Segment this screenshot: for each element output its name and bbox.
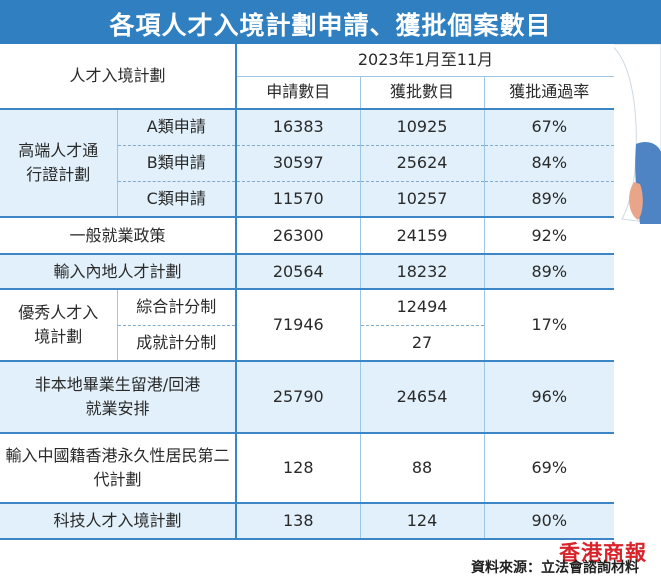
table-row: 輸入中國籍香港永久性居民第二代計劃 128 88 69%: [0, 432, 615, 503]
table-row: B類申請 30597 25624 84%: [0, 144, 615, 181]
cell-approved: 27: [359, 324, 485, 361]
cell-rate: 67%: [483, 108, 615, 145]
cell-applied: 128: [235, 432, 361, 503]
source-note: 資料來源：立法會諮詢材料: [471, 560, 639, 576]
table-row: 非本地畢業生留港/回港就業安排 25790 24654 96%: [0, 360, 615, 433]
cell-applied: 30597: [235, 144, 361, 181]
col-header-applied: 申請數目: [235, 75, 361, 109]
row-label-second-gen: 輸入中國籍香港永久性居民第二代計劃: [0, 432, 237, 503]
cell-rate: 89%: [483, 180, 615, 217]
row-label-techtas: 科技人才入境計劃: [0, 502, 237, 540]
cell-rate: 96%: [483, 360, 615, 433]
cell-approved: 24654: [359, 360, 485, 433]
cell-approved: 124: [359, 502, 485, 540]
table-row: 科技人才入境計劃 138 124 90%: [0, 502, 615, 540]
period-header: 2023年1月至11月: [235, 44, 615, 76]
sub-label: B類申請: [116, 144, 237, 181]
row-label-gep: 一般就業政策: [0, 216, 237, 254]
newspaper-logo: 香港商報: [559, 540, 647, 565]
cell-approved: 25624: [359, 144, 485, 181]
cell-applied: 16383: [235, 108, 361, 145]
sub-label: 成就計分制: [116, 324, 237, 361]
row-label-qmas: 優秀人才入境計劃: [0, 288, 117, 361]
table-row: 成就計分制 27: [0, 324, 614, 361]
cell-rate: 84%: [483, 144, 615, 181]
cell-rate: 17%: [483, 288, 615, 361]
sub-label: A類申請: [116, 108, 237, 145]
table-row: 一般就業政策 26300 24159 92%: [0, 216, 615, 254]
cell-applied: 71946: [235, 288, 361, 361]
row-label-asmtp: 輸入內地人才計劃: [0, 253, 237, 289]
corner-header: 人才入境計劃: [0, 44, 237, 109]
cell-approved: 88: [359, 432, 485, 503]
cell-rate: 92%: [483, 216, 615, 254]
talent-admission-table: 人才入境計劃 2023年1月至11月 申請數目 獲批數目 獲批通過率 高端人才通…: [0, 44, 615, 540]
cell-approved: 10257: [359, 180, 485, 217]
cell-approved: 10925: [359, 108, 485, 145]
sub-label: 綜合計分制: [116, 288, 237, 325]
cell-rate: 69%: [483, 432, 615, 503]
table-row: C類申請 11570 10257 89%: [0, 180, 615, 217]
title-bar: [0, 0, 661, 44]
col-header-rate: 獲批通過率: [483, 75, 615, 109]
row-label-irnd: 非本地畢業生留港/回港就業安排: [0, 360, 237, 433]
person-illustration: [609, 44, 661, 224]
table-row: 輸入內地人才計劃 20564 18232 89%: [0, 253, 615, 289]
cell-applied: 20564: [235, 253, 361, 289]
sub-label: C類申請: [116, 180, 237, 217]
cell-approved: 24159: [359, 216, 485, 254]
cell-rate: 90%: [483, 502, 615, 540]
row-label-ttps: 高端人才通行證計劃: [0, 108, 117, 217]
cell-applied: 26300: [235, 216, 361, 254]
cell-approved: 18232: [359, 253, 485, 289]
cell-rate: 89%: [483, 253, 615, 289]
cell-approved: 12494: [359, 288, 485, 325]
page-title: 各項人才入境計劃申請、獲批個案數目: [109, 11, 552, 40]
table-row: 高端人才通行證計劃 A類申請 16383 10925 67%: [0, 108, 615, 217]
table-row: 優秀人才入境計劃 綜合計分制 71946 12494 17%: [0, 288, 615, 361]
col-header-approved: 獲批數目: [359, 75, 485, 109]
cell-applied: 25790: [235, 360, 361, 433]
cell-applied: 11570: [235, 180, 361, 217]
cell-applied: 138: [235, 502, 361, 540]
